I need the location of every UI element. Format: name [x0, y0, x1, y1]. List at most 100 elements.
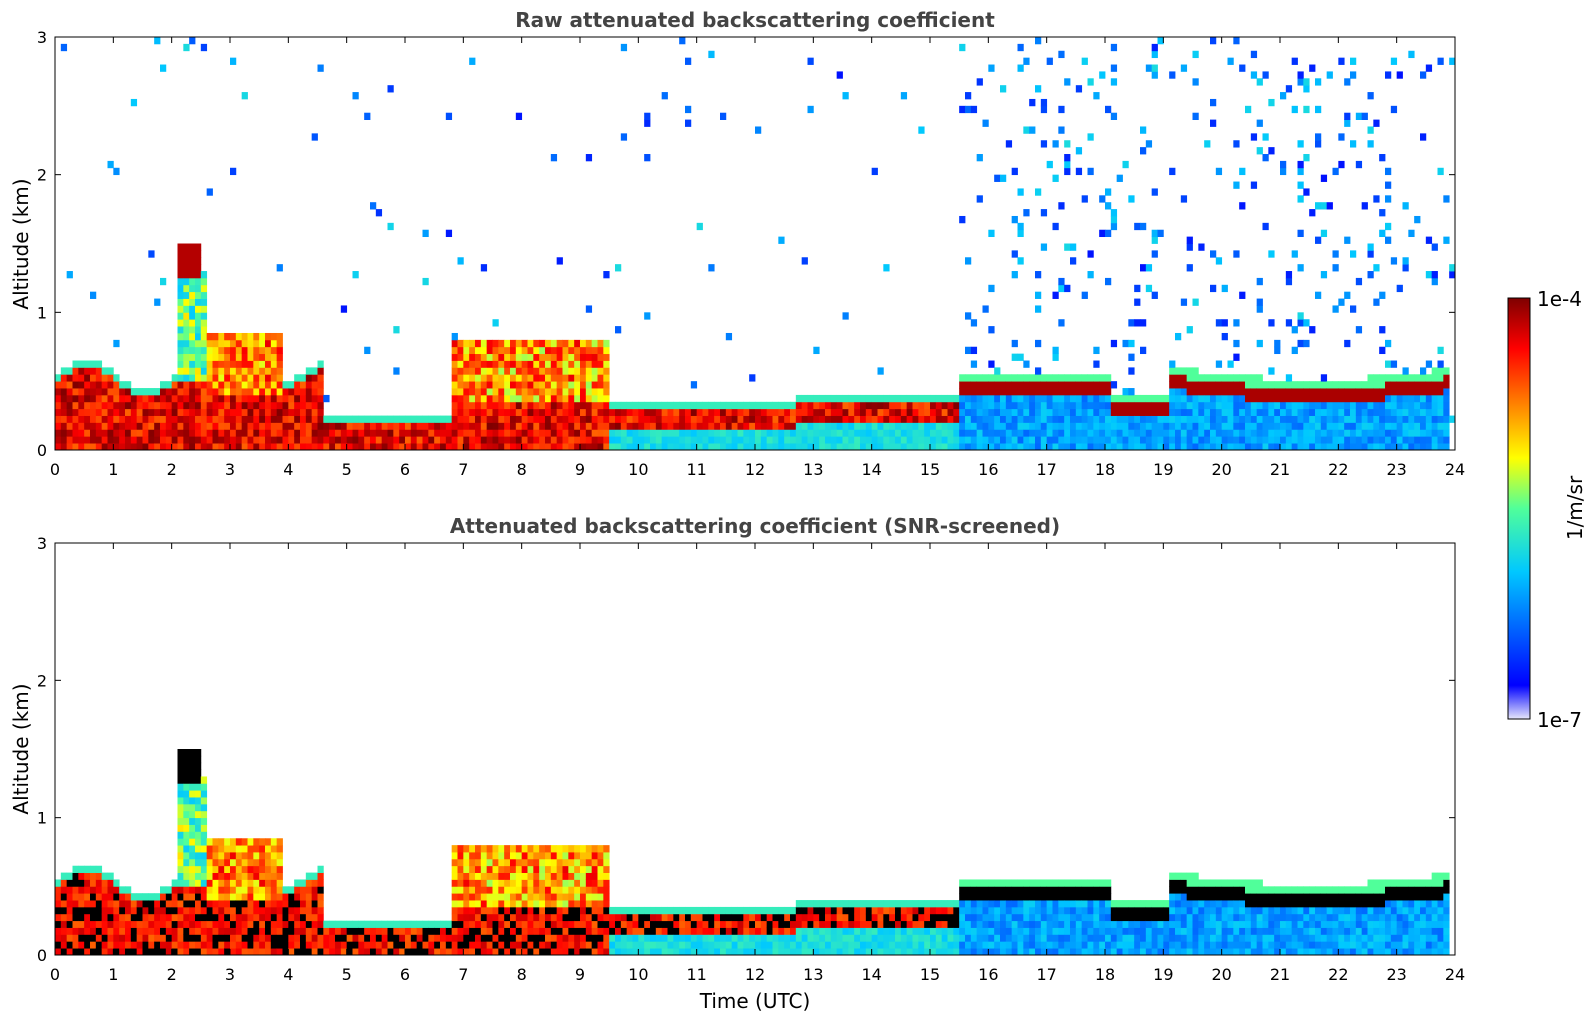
heatmap-cell	[148, 388, 155, 396]
heatmap-cell	[1169, 422, 1176, 430]
heatmap-cell	[480, 879, 488, 887]
heatmap-cell	[947, 906, 954, 915]
heatmap-cell	[667, 948, 674, 956]
heatmap-cell	[1134, 443, 1141, 451]
heatmap-cell	[953, 913, 960, 922]
heatmap-cell	[1186, 401, 1193, 410]
heatmap-cell	[854, 394, 861, 403]
heatmap-cell	[119, 927, 126, 935]
heatmap-cell	[195, 367, 202, 375]
heatmap-cell	[253, 436, 260, 444]
heatmap-cell	[556, 415, 563, 423]
heatmap-cell	[323, 415, 330, 423]
heatmap-cell	[422, 422, 429, 430]
heatmap-cell	[574, 346, 581, 355]
heatmap-cell	[515, 374, 523, 382]
heatmap-cell	[1250, 408, 1258, 416]
heatmap-cell	[1373, 298, 1380, 306]
heatmap-cell	[620, 920, 628, 928]
heatmap-cell	[1320, 443, 1328, 451]
heatmap-cell	[597, 415, 604, 423]
heatmap-cell	[160, 941, 167, 949]
heatmap-cell	[119, 906, 126, 915]
heatmap-cell	[195, 443, 202, 451]
heatmap-cell	[475, 913, 482, 922]
heatmap-cell	[90, 865, 97, 873]
heatmap-cell	[136, 893, 143, 901]
heatmap-cell	[475, 879, 482, 887]
heatmap-cell	[305, 934, 313, 942]
heatmap-cell	[556, 913, 563, 922]
heatmap-cell	[66, 271, 73, 279]
heatmap-cell	[830, 401, 838, 410]
heatmap-cell	[241, 394, 248, 403]
heatmap-cell	[504, 941, 511, 949]
heatmap-cell	[574, 941, 581, 949]
heatmap-cell	[1169, 394, 1176, 403]
heatmap-cell	[1011, 381, 1018, 389]
heatmap-cell	[84, 360, 91, 368]
heatmap-cell	[1017, 381, 1024, 389]
heatmap-cell	[545, 934, 552, 942]
heatmap-cell	[982, 374, 989, 382]
heatmap-cell	[690, 408, 698, 416]
heatmap-cell	[480, 367, 488, 375]
heatmap-cell	[469, 401, 476, 410]
heatmap-cell	[830, 906, 838, 915]
heatmap-cell	[720, 415, 727, 423]
heatmap-cell	[1344, 436, 1351, 444]
heatmap-cell	[212, 381, 219, 389]
heatmap-cell	[889, 900, 896, 908]
heatmap-cell	[463, 941, 470, 949]
heatmap-cell	[154, 422, 161, 430]
heatmap-cell	[1000, 913, 1007, 922]
heatmap-cell	[241, 422, 248, 430]
heatmap-cell	[1215, 415, 1223, 423]
heatmap-cell	[1326, 436, 1333, 444]
heatmap-cell	[965, 436, 972, 444]
heatmap-cell	[463, 394, 470, 403]
heatmap-cell	[66, 872, 73, 880]
heatmap-cell	[1145, 64, 1153, 72]
heatmap-cell	[282, 934, 289, 942]
heatmap-cell	[428, 436, 435, 444]
heatmap-cell	[1355, 422, 1363, 430]
heatmap-cell	[1297, 388, 1304, 396]
heatmap-cell	[790, 927, 797, 935]
heatmap-cell	[375, 934, 383, 942]
heatmap-cell	[807, 900, 814, 908]
heatmap-cell	[585, 408, 593, 416]
heatmap-cell	[130, 401, 138, 410]
heatmap-cell	[95, 913, 103, 922]
heatmap-cell	[1058, 408, 1065, 416]
heatmap-cell	[1052, 374, 1059, 382]
heatmap-cell	[1140, 401, 1147, 410]
heatmap-cell	[1402, 401, 1409, 410]
heatmap-cell	[556, 408, 563, 416]
heatmap-cell	[107, 394, 114, 403]
heatmap-cell	[1274, 443, 1281, 451]
heatmap-cell	[556, 865, 563, 873]
heatmap-cell	[305, 388, 313, 396]
heatmap-cell	[778, 408, 785, 416]
heatmap-cell	[265, 852, 272, 860]
heatmap-cell	[813, 920, 820, 928]
x-tick-label: 12	[745, 460, 765, 479]
heatmap-cell	[305, 913, 313, 922]
heatmap-cell	[317, 401, 324, 410]
heatmap-cell	[591, 886, 598, 894]
heatmap-cell	[90, 408, 97, 416]
heatmap-cell	[276, 367, 283, 375]
heatmap-cell	[685, 948, 692, 956]
heatmap-cell	[1157, 436, 1164, 444]
heatmap-cell	[591, 374, 598, 382]
heatmap-cell	[393, 367, 400, 375]
heatmap-cell	[1017, 948, 1024, 956]
heatmap-cell	[883, 443, 890, 451]
heatmap-cell	[300, 401, 307, 410]
heatmap-cell	[749, 422, 756, 430]
heatmap-cell	[265, 429, 272, 437]
heatmap-cell	[1385, 422, 1392, 430]
heatmap-cell	[1070, 429, 1077, 437]
heatmap-cell	[1058, 50, 1065, 59]
